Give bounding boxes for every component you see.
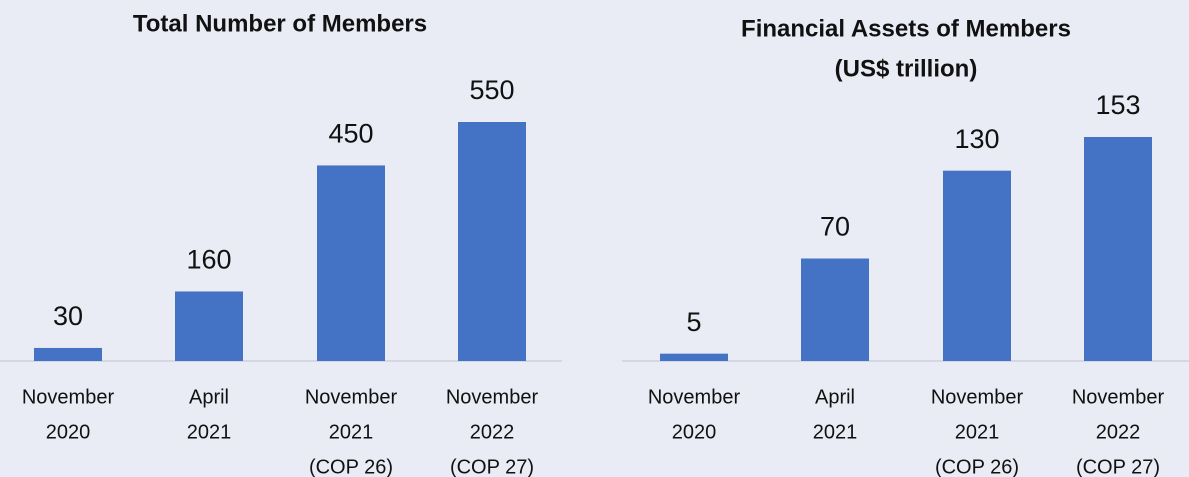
x-tick-label: 2022 [470,421,515,443]
bar [317,165,385,361]
x-tick-label: 2021 [955,421,1000,443]
bar [943,170,1011,361]
x-tick-label: November [1072,386,1165,408]
value-label: 550 [469,75,514,105]
x-tick-label: November [305,386,398,408]
value-label: 130 [954,124,999,154]
x-tick-label: November [931,386,1024,408]
chart-title: Total Number of Members [133,10,427,37]
bar [458,122,526,361]
bar [34,347,102,361]
value-label: 450 [328,119,373,149]
x-tick-label: November [446,386,539,408]
value-label: 5 [686,307,701,337]
x-tick-label: 2022 [1096,421,1141,443]
x-tick-label: April [189,386,229,408]
x-tick-label: (COP 27) [450,456,534,477]
x-tick-label: 2020 [46,421,91,443]
bar [801,258,869,361]
value-label: 30 [53,301,83,331]
bar [175,291,243,361]
x-tick-label: (COP 26) [309,456,393,477]
bar [660,353,728,361]
chart-title: Financial Assets of Members [741,15,1071,42]
value-label: 70 [820,212,850,242]
x-tick-label: November [22,386,115,408]
x-tick-label: November [648,386,741,408]
x-tick-label: (COP 27) [1076,456,1160,477]
value-label: 160 [186,245,231,275]
x-tick-label: 2020 [672,421,717,443]
bar [1084,137,1152,361]
x-tick-label: (COP 26) [935,456,1019,477]
chart-title: (US$ trillion) [835,55,978,82]
x-tick-label: 2021 [813,421,858,443]
x-tick-label: 2021 [329,421,374,443]
value-label: 153 [1095,90,1140,120]
x-tick-label: April [815,386,855,408]
x-tick-label: 2021 [187,421,232,443]
